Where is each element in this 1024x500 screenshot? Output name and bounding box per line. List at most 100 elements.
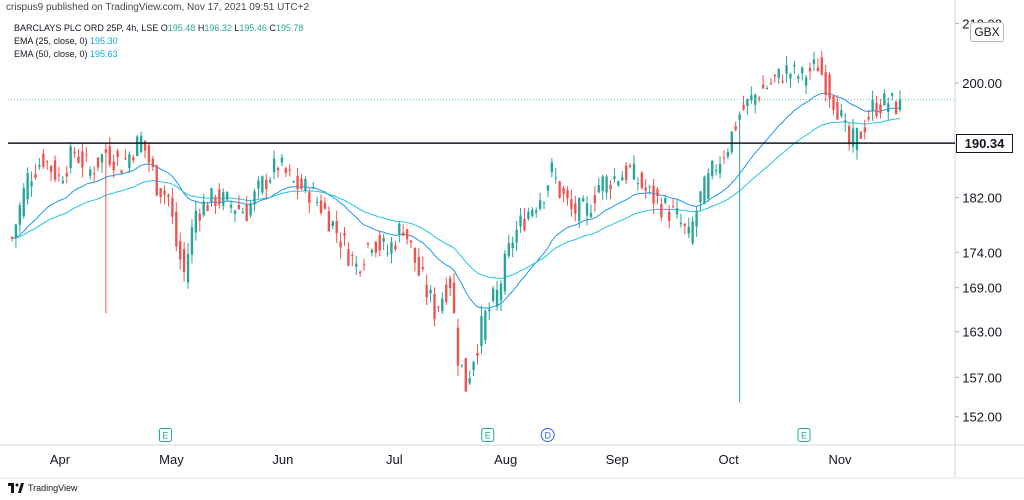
candle-body bbox=[116, 150, 119, 158]
candle-body bbox=[797, 76, 800, 79]
ohlc-label-h: H bbox=[195, 23, 205, 33]
candle-body bbox=[761, 84, 765, 89]
candle-body bbox=[640, 172, 643, 188]
candle-body bbox=[214, 197, 217, 207]
candle-body bbox=[624, 165, 628, 180]
candle-body bbox=[269, 180, 272, 183]
candle-body bbox=[867, 116, 870, 120]
candle-body bbox=[198, 213, 201, 221]
candle-body bbox=[413, 247, 417, 263]
candle-body bbox=[628, 165, 632, 168]
earnings-marker-icon bbox=[158, 428, 172, 442]
y-tick-label: 163.00 bbox=[962, 325, 1002, 340]
candle-body bbox=[437, 306, 440, 308]
candle-body bbox=[581, 198, 585, 202]
chart-grid bbox=[0, 0, 1024, 479]
candle-body bbox=[366, 242, 370, 245]
brand-name: TradingView bbox=[28, 483, 78, 493]
candle-body bbox=[703, 176, 706, 205]
y-tick-label: 157.00 bbox=[962, 370, 1002, 385]
candle-body bbox=[163, 191, 166, 195]
candle-body bbox=[398, 223, 401, 235]
candle-body bbox=[374, 241, 377, 253]
candle-body bbox=[875, 102, 878, 117]
candle-body bbox=[335, 221, 338, 234]
candle-body bbox=[879, 104, 882, 114]
candle-body bbox=[574, 203, 577, 214]
candle-body bbox=[405, 229, 409, 240]
candle-body bbox=[14, 224, 18, 239]
legend-symbol-row: BARCLAYS PLC ORD 25P, 4h, LSE O195.48 H1… bbox=[14, 22, 303, 35]
candle-body bbox=[394, 245, 397, 250]
level-price-tag: 190.34 bbox=[956, 133, 1013, 153]
candle-body bbox=[593, 195, 597, 204]
candle-body bbox=[832, 96, 835, 110]
candle-body bbox=[49, 165, 53, 172]
candle-body bbox=[777, 68, 780, 79]
candle-body bbox=[390, 242, 393, 254]
candle-body bbox=[605, 176, 608, 193]
time-axis[interactable]: Apr May Jun Jul Aug Sep Oct Nov bbox=[50, 452, 852, 467]
candle-body bbox=[319, 200, 323, 213]
candle-body bbox=[750, 95, 753, 101]
candle-body bbox=[171, 197, 174, 217]
candle-body bbox=[491, 288, 495, 301]
candle-body bbox=[292, 181, 295, 183]
candle-body bbox=[617, 181, 620, 186]
candle-body bbox=[456, 327, 460, 366]
candle-body bbox=[433, 293, 436, 320]
candle-body bbox=[566, 190, 569, 199]
candle-body bbox=[515, 229, 518, 243]
x-tick-label: Jun bbox=[272, 452, 293, 467]
candle-body bbox=[699, 191, 702, 203]
candle-body bbox=[206, 205, 209, 212]
candle-body bbox=[452, 282, 456, 313]
x-tick-label: May bbox=[159, 452, 184, 467]
legend-ema25-row[interactable]: EMA (25, close, 0) 195.30 bbox=[14, 35, 303, 48]
candle-body bbox=[441, 298, 444, 312]
candle-body bbox=[472, 361, 475, 371]
currency-badge[interactable]: GBX bbox=[970, 22, 1004, 42]
candle-body bbox=[124, 158, 127, 160]
candle-body bbox=[660, 204, 663, 218]
candle-body bbox=[816, 67, 820, 72]
price-axis[interactable]: 152.00 157.00 163.00 169.00 174.00 182.00 200.… bbox=[955, 17, 1002, 425]
candle-body bbox=[855, 127, 859, 151]
candle-body bbox=[237, 204, 241, 209]
candle-body bbox=[664, 197, 667, 203]
candle-body bbox=[523, 218, 526, 231]
candle-body bbox=[675, 208, 679, 215]
candle-body bbox=[464, 358, 467, 392]
candle-body bbox=[671, 206, 675, 208]
candle-body bbox=[159, 188, 162, 198]
candle-body bbox=[225, 192, 229, 200]
y-tick-label: 169.00 bbox=[962, 281, 1002, 296]
chart-legend: BARCLAYS PLC ORD 25P, 4h, LSE O195.48 H1… bbox=[14, 22, 303, 61]
x-tick-label: Oct bbox=[718, 452, 739, 467]
ohlc-label-o: O bbox=[160, 23, 168, 33]
candle-body bbox=[351, 254, 354, 256]
candle-body bbox=[304, 178, 307, 191]
candle-body bbox=[511, 242, 514, 248]
candle-body bbox=[42, 153, 45, 167]
candle-body bbox=[175, 211, 178, 247]
candle-body bbox=[73, 151, 76, 154]
candle-body bbox=[257, 180, 260, 189]
candle-body bbox=[585, 203, 589, 216]
symbol-name[interactable]: BARCLAYS PLC ORD 25P, 4h, LSE bbox=[14, 23, 159, 33]
candle-body bbox=[871, 99, 874, 112]
legend-ema50-row[interactable]: EMA (50, close, 0) 195.63 bbox=[14, 48, 303, 61]
candle-body bbox=[546, 185, 550, 191]
candle-body bbox=[323, 202, 327, 209]
candle-body bbox=[167, 194, 170, 197]
candle-body bbox=[18, 205, 21, 225]
candle-body bbox=[30, 181, 33, 187]
candle-body bbox=[668, 211, 671, 221]
ema-50-line bbox=[11, 117, 901, 279]
earnings-marker-icon bbox=[481, 428, 495, 442]
candle-body bbox=[38, 165, 41, 167]
candle-body bbox=[77, 156, 80, 163]
candle-body bbox=[781, 81, 784, 83]
candle-body bbox=[742, 104, 745, 110]
